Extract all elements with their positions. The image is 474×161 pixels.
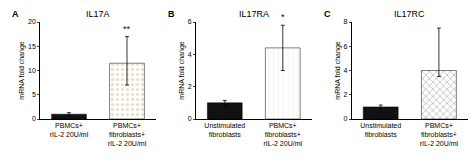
svg-text:**: ** [123,24,131,34]
svg-text:C: C [324,9,331,19]
svg-text:PBMCs+fibroblasts+rIL-2 20U/ml: PBMCs+fibroblasts+rIL-2 20U/ml [420,122,459,147]
svg-text:2: 2 [188,83,192,90]
svg-text:15: 15 [28,43,36,50]
svg-text:IL17A: IL17A [86,9,110,19]
svg-text:PBMCs+fibroblasts+rIL-2 20U/ml: PBMCs+fibroblasts+rIL-2 20U/ml [108,122,147,147]
svg-text:6: 6 [188,18,192,25]
svg-text:mRNA fold change: mRNA fold change [334,41,342,99]
svg-text:6: 6 [343,43,347,50]
svg-text:5: 5 [32,91,36,98]
svg-text:*: * [281,12,285,22]
svg-text:Unstimulatedfibroblasts: Unstimulatedfibroblasts [360,122,401,138]
svg-text:mRNA fold change: mRNA fold change [178,41,186,99]
svg-text:4: 4 [188,51,192,58]
svg-text:mRNA fold change: mRNA fold change [18,41,26,99]
svg-text:0: 0 [343,115,347,122]
svg-text:IL17RA: IL17RA [239,9,269,19]
svg-text:8: 8 [343,18,347,25]
svg-text:4: 4 [343,67,347,74]
svg-text:A: A [12,9,19,19]
svg-text:10: 10 [28,67,36,74]
svg-text:Unstimulatedfibroblasts: Unstimulatedfibroblasts [204,122,245,138]
svg-text:PBMCs+rIL-2 20U/ml: PBMCs+rIL-2 20U/ml [50,122,89,138]
svg-text:2: 2 [343,91,347,98]
svg-text:20: 20 [28,18,36,25]
svg-text:0: 0 [188,115,192,122]
svg-text:B: B [168,9,175,19]
svg-text:IL17RC: IL17RC [394,9,425,19]
svg-text:0: 0 [32,115,36,122]
svg-text:PBMCs+fibroblasts+rIL-2 20U/ml: PBMCs+fibroblasts+rIL-2 20U/ml [264,122,303,147]
